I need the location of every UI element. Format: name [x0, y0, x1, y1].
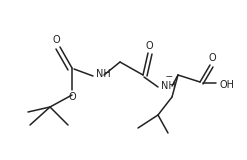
Text: OH: OH [220, 80, 235, 90]
Text: NH: NH [96, 69, 111, 79]
Text: ––: –– [165, 72, 173, 81]
Text: NH: NH [161, 81, 176, 91]
Text: O: O [52, 35, 60, 45]
Text: O: O [145, 41, 153, 51]
Text: O: O [208, 53, 216, 63]
Text: O: O [68, 92, 76, 102]
